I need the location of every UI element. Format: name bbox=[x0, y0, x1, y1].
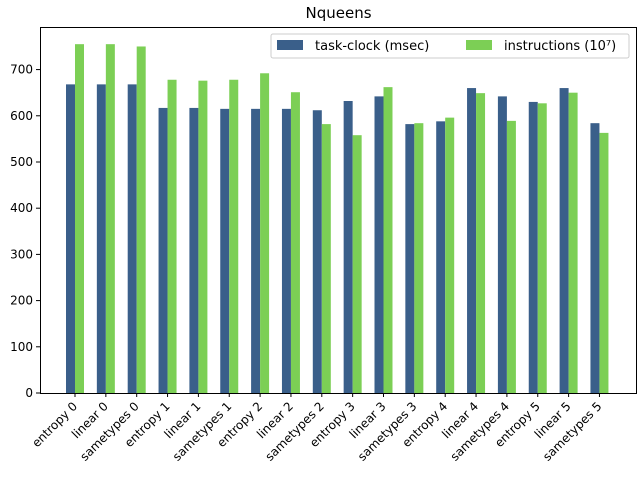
bar-s0-c2 bbox=[127, 84, 137, 393]
bar-s1-c11 bbox=[414, 123, 424, 393]
y-tick-label-5: 500 bbox=[10, 155, 33, 169]
bar-s1-c13 bbox=[476, 93, 486, 393]
bar-s0-c13 bbox=[467, 88, 477, 393]
bar-s0-c8 bbox=[312, 110, 322, 393]
x-tick-label-0: entropy 0 bbox=[29, 399, 80, 450]
y-tick-label-4: 400 bbox=[10, 201, 33, 215]
chart-title: Nqueens bbox=[305, 4, 371, 22]
y-tick-label-2: 200 bbox=[10, 294, 33, 308]
legend-label-task-clock: task-clock (msec) bbox=[315, 39, 429, 54]
bar-s1-c15 bbox=[537, 103, 547, 394]
bar-s1-c9 bbox=[352, 135, 362, 393]
bar-s0-c1 bbox=[96, 84, 106, 393]
bar-s1-c3 bbox=[167, 79, 177, 394]
bar-s0-c7 bbox=[281, 108, 291, 393]
legend-swatch-instructions bbox=[466, 40, 492, 50]
bar-s0-c14 bbox=[497, 96, 507, 393]
bar-s1-c16 bbox=[568, 92, 578, 394]
bar-s0-c10 bbox=[374, 96, 384, 393]
bar-s0-c4 bbox=[189, 107, 199, 393]
bar-s1-c17 bbox=[599, 132, 609, 393]
legend-label-instructions: instructions (10⁷) bbox=[504, 39, 616, 54]
bar-s0-c3 bbox=[158, 107, 168, 393]
legend-swatch-task-clock bbox=[277, 40, 303, 50]
bar-s1-c5 bbox=[229, 79, 239, 394]
bar-s1-c4 bbox=[198, 80, 208, 393]
plot-frame bbox=[40, 27, 637, 394]
legend: task-clock (msec) instructions (10⁷) bbox=[270, 33, 630, 59]
y-tick-label-0: 0 bbox=[25, 386, 33, 400]
bar-s0-c6 bbox=[251, 108, 261, 393]
y-tick-label-6: 600 bbox=[10, 109, 33, 123]
bar-s0-c9 bbox=[343, 101, 353, 393]
bar-s1-c0 bbox=[75, 44, 84, 393]
bar-s0-c16 bbox=[559, 88, 569, 393]
bar-s1-c12 bbox=[445, 117, 455, 394]
bar-s1-c14 bbox=[506, 120, 516, 393]
bar-s1-c2 bbox=[136, 46, 146, 393]
bar-s1-c6 bbox=[260, 73, 270, 394]
bar-s1-c7 bbox=[290, 92, 300, 393]
bar-s0-c11 bbox=[405, 124, 415, 394]
bar-s0-c15 bbox=[528, 101, 538, 394]
bar-s0-c12 bbox=[436, 121, 446, 394]
bar-s1-c8 bbox=[321, 124, 331, 394]
y-tick-label-1: 100 bbox=[10, 340, 33, 354]
y-tick-label-3: 300 bbox=[10, 247, 33, 261]
bar-s0-c17 bbox=[590, 123, 600, 393]
y-tick-label-7: 700 bbox=[10, 63, 33, 77]
legend-frame bbox=[270, 33, 630, 59]
bar-s0-c0 bbox=[66, 84, 75, 393]
bar-s0-c5 bbox=[220, 108, 230, 393]
bar-s1-c1 bbox=[105, 44, 115, 393]
bar-s1-c10 bbox=[383, 87, 393, 393]
